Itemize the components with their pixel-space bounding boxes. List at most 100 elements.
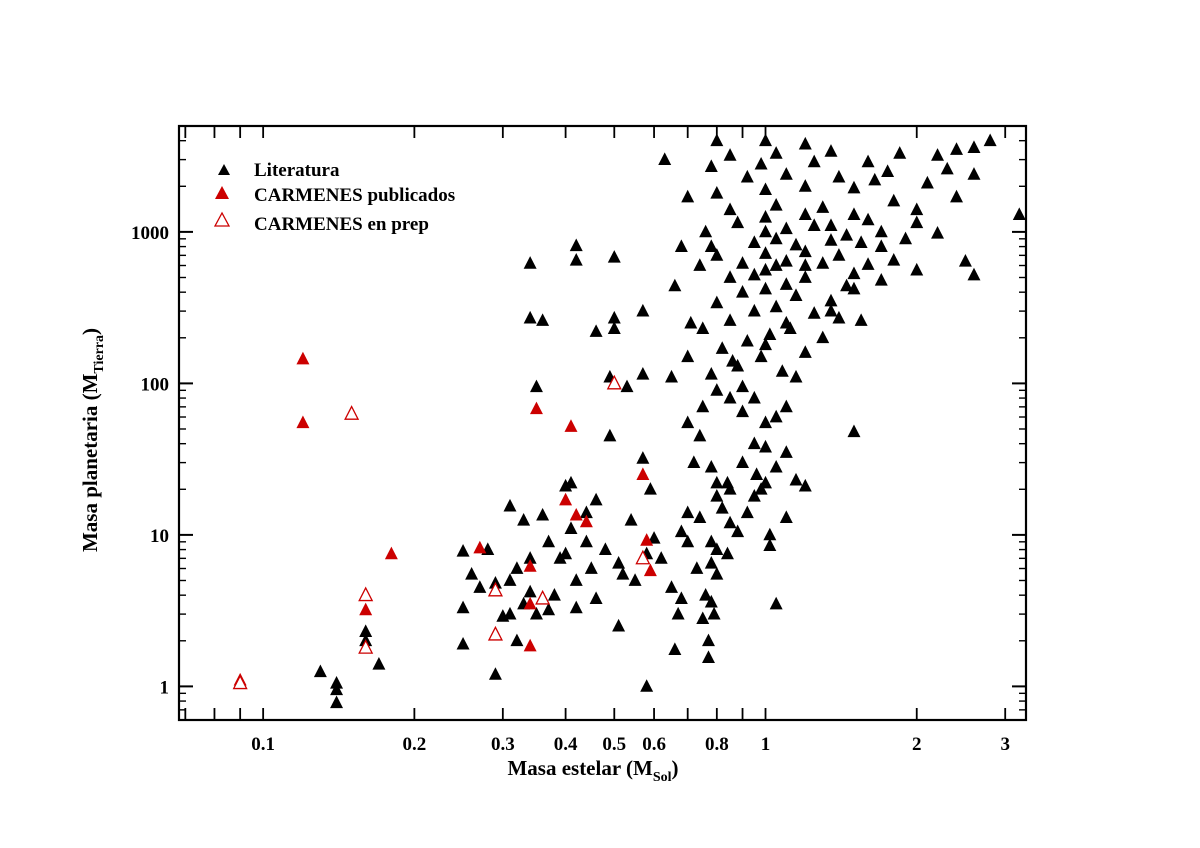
data-point [658, 152, 672, 166]
data-point [542, 602, 556, 616]
data-point [636, 366, 650, 380]
data-point [668, 642, 682, 655]
data-point [807, 306, 821, 319]
data-point [779, 277, 793, 290]
data-point [589, 591, 603, 604]
data-point [681, 189, 695, 203]
series-1 [233, 351, 657, 686]
data-point [723, 148, 737, 161]
data-point [564, 419, 578, 432]
data-point [967, 140, 981, 154]
data-point [523, 310, 537, 324]
data-point [759, 439, 772, 453]
y-tick-label: 100 [141, 374, 170, 395]
plot-frame [177, 124, 1028, 722]
data-point [589, 324, 603, 337]
data-point [523, 256, 537, 269]
data-point [779, 399, 793, 413]
data-point [824, 233, 838, 246]
data-point [769, 146, 783, 159]
x-tick-label: 2 [912, 734, 922, 755]
data-point [736, 455, 750, 469]
data-point [473, 580, 487, 593]
data-point [940, 161, 954, 175]
data-point [681, 349, 695, 363]
data-point [950, 189, 964, 203]
legend-item-carmenes-en-prep: CARMENES en prep [213, 211, 429, 235]
data-point [798, 258, 812, 271]
data-point [523, 584, 537, 598]
data-point [726, 354, 740, 367]
data-point [747, 303, 761, 317]
data-point [465, 567, 479, 580]
data-point [330, 675, 344, 689]
data-point [510, 561, 524, 574]
data-point [607, 310, 621, 324]
data-point [731, 524, 745, 538]
data-point [874, 272, 888, 286]
data-point [569, 238, 583, 252]
data-point [710, 383, 724, 396]
data-point [779, 254, 793, 267]
data-point [598, 542, 612, 555]
data-point [693, 510, 707, 524]
data-point [983, 133, 997, 147]
data-point [759, 246, 772, 259]
data-point [759, 182, 772, 196]
data-point [874, 239, 888, 252]
data-point [589, 492, 603, 506]
data-point [628, 573, 642, 586]
data-point [603, 428, 617, 442]
data-point [636, 303, 650, 317]
data-point [696, 611, 710, 625]
tick-labels: 0.1 0.2 0.3 0.4 0.5 0.6 0.8 1 2 3 1 10 100 1000 [131, 223, 1010, 755]
data-point [816, 330, 830, 344]
data-point [510, 633, 524, 647]
data-point [693, 258, 707, 271]
legend-label-carmenes-publicados: CARMENES publicados [254, 185, 455, 206]
data-point [384, 546, 398, 560]
data-point [798, 179, 812, 192]
data-point [763, 327, 777, 340]
data-point [910, 215, 924, 229]
data-point [798, 136, 812, 150]
data-point [754, 156, 768, 170]
legend-label-literatura: Literatura [254, 160, 340, 181]
x-tick-label: 0.3 [491, 734, 515, 755]
data-point [313, 664, 327, 678]
data-point [720, 546, 734, 560]
data-point [759, 262, 772, 276]
data-point [684, 315, 698, 329]
data-point [612, 556, 626, 569]
data-point [759, 337, 772, 351]
data-point [529, 401, 543, 415]
x-tick-label: 0.6 [642, 734, 666, 755]
data-point [296, 351, 310, 365]
legend-item-carmenes-publicados: CARMENES publicados [215, 185, 455, 206]
data-point [529, 606, 543, 620]
data-point [769, 258, 783, 271]
data-point [967, 167, 981, 180]
data-point [643, 563, 657, 577]
data-point [559, 546, 573, 560]
data-point [517, 513, 531, 526]
data-point [671, 606, 685, 620]
data-point [769, 409, 783, 423]
legend-marker-literatura [218, 164, 230, 175]
data-point [950, 142, 964, 155]
data-point [789, 472, 803, 486]
data-point [798, 478, 812, 492]
data-point [523, 559, 537, 572]
data-point [740, 169, 754, 183]
data-point [359, 602, 373, 616]
data-point [704, 159, 718, 172]
data-point [893, 146, 907, 159]
data-point [769, 231, 783, 245]
x-tick-label: 0.5 [602, 734, 626, 755]
data-point [931, 148, 945, 161]
data-point [690, 561, 704, 574]
data-point [847, 266, 861, 280]
data-point [740, 333, 754, 347]
data-point [643, 482, 657, 495]
data-point [624, 513, 638, 526]
